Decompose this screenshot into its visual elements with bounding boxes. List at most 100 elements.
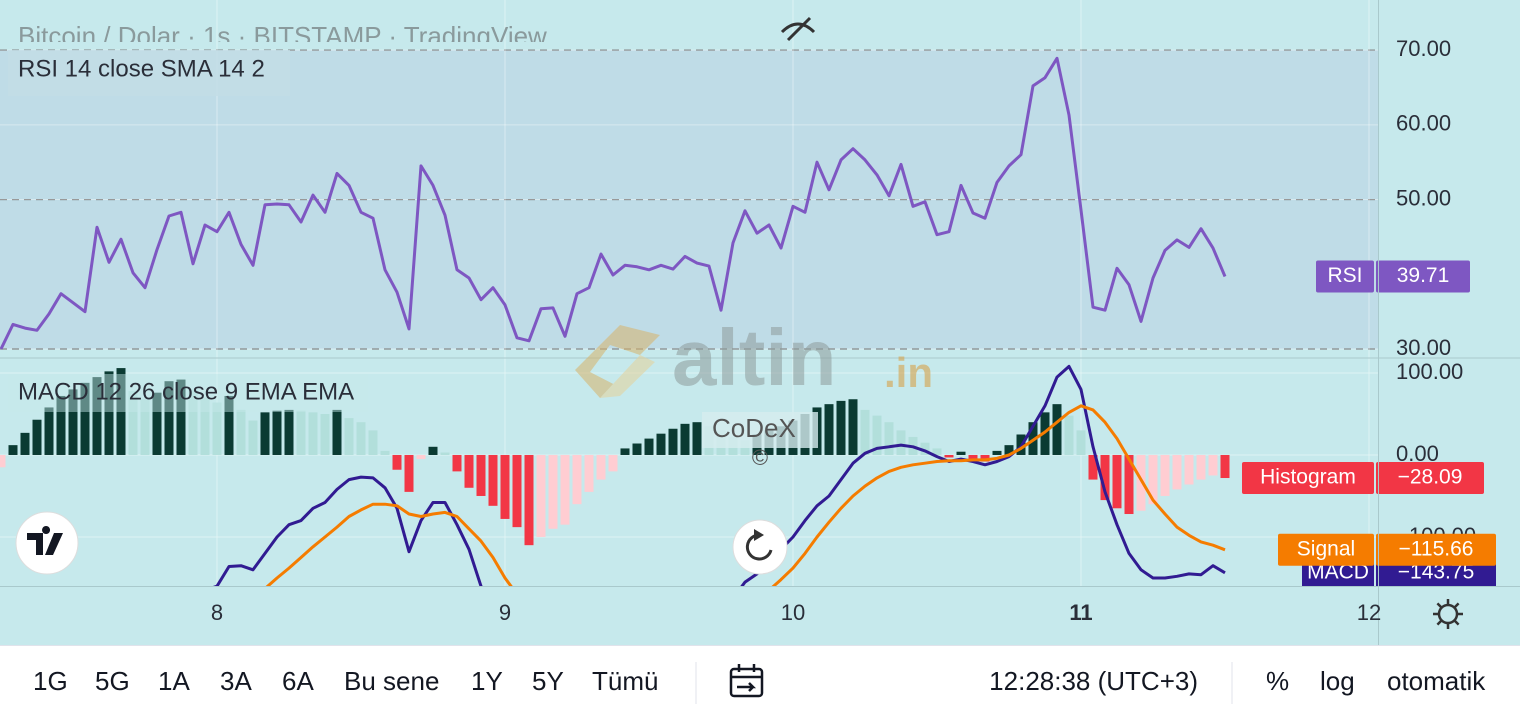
range-button[interactable]: 1Y bbox=[471, 666, 503, 696]
visibility-icon[interactable] bbox=[780, 16, 816, 42]
rsi-price-label: 30.00 bbox=[1396, 335, 1451, 360]
badge-value: −28.09 bbox=[1398, 466, 1463, 489]
histogram-bar bbox=[1160, 454, 1170, 496]
range-button[interactable]: 1G bbox=[33, 666, 68, 696]
settings-gear[interactable] bbox=[1433, 599, 1463, 629]
badge-value: −115.66 bbox=[1399, 537, 1474, 560]
badge-name-box bbox=[1242, 462, 1374, 495]
histogram-bar bbox=[8, 445, 18, 455]
badge-name: MACD bbox=[1307, 560, 1369, 583]
histogram-bar bbox=[152, 392, 162, 455]
histogram-bar bbox=[320, 413, 330, 455]
symbol-title: Bitcoin / Dolar · 1s · BITSTAMP · Tradin… bbox=[18, 21, 547, 51]
badge-value: −143.75 bbox=[1398, 560, 1475, 583]
histogram-bar bbox=[284, 409, 294, 455]
range-button[interactable]: 5G bbox=[95, 666, 130, 696]
histogram-bar bbox=[1136, 454, 1146, 511]
macd-line bbox=[740, 364, 1226, 586]
histogram-bar bbox=[416, 454, 426, 460]
histogram-bar bbox=[1220, 454, 1230, 479]
clock[interactable]: 12:28:38 (UTC+3) bbox=[989, 666, 1198, 696]
rsi-price-label: 70.00 bbox=[1396, 36, 1451, 61]
histogram-bar bbox=[440, 452, 450, 455]
watermark-credit: CoDeX bbox=[712, 413, 796, 443]
histogram-bar bbox=[584, 454, 594, 492]
histogram-bar bbox=[848, 399, 858, 455]
macd-line bbox=[212, 475, 483, 586]
histogram-bar bbox=[332, 409, 342, 455]
histogram-bar bbox=[464, 454, 474, 488]
histogram-bar bbox=[1100, 454, 1110, 501]
histogram-bar bbox=[896, 430, 906, 455]
rsi-line bbox=[0, 56, 1227, 350]
histogram-bar bbox=[608, 454, 618, 472]
histogram-bar bbox=[860, 409, 870, 455]
range-button[interactable]: 5Y bbox=[532, 666, 564, 696]
range-button[interactable]: 6A bbox=[282, 666, 314, 696]
rsi-price-label: 50.00 bbox=[1396, 185, 1451, 210]
histogram-bar bbox=[452, 454, 462, 472]
histogram-bar bbox=[104, 371, 114, 455]
bottom-toolbar bbox=[0, 645, 1520, 720]
histogram-bar bbox=[560, 454, 570, 525]
badge-value-box bbox=[1376, 462, 1484, 495]
signal-line bbox=[771, 404, 1226, 586]
range-button[interactable]: Tümü bbox=[592, 666, 658, 696]
watermark-suffix: .in bbox=[884, 349, 933, 396]
signal-line bbox=[265, 502, 513, 586]
time-axis bbox=[0, 586, 1520, 645]
histogram-bar bbox=[1088, 454, 1098, 480]
histogram-bar bbox=[140, 399, 150, 455]
badge-value-box bbox=[1376, 260, 1470, 293]
tradingview-logo[interactable] bbox=[15, 511, 79, 575]
rsi-price-label: 60.00 bbox=[1396, 111, 1451, 136]
histogram-bar bbox=[1076, 430, 1086, 455]
histogram-bar bbox=[524, 454, 534, 546]
histogram-bar bbox=[68, 389, 78, 455]
histogram-bar bbox=[296, 410, 306, 455]
histogram-bar bbox=[692, 422, 702, 455]
histogram-bar bbox=[80, 382, 90, 455]
histogram-bar bbox=[92, 377, 102, 455]
histogram-bar bbox=[656, 433, 666, 455]
macd-title-box bbox=[8, 374, 368, 412]
reset-chart-button[interactable] bbox=[732, 519, 788, 575]
histogram-bar bbox=[380, 450, 390, 455]
histogram-bar bbox=[980, 454, 990, 462]
histogram-bar bbox=[260, 412, 270, 455]
watermark-copyright: © bbox=[752, 445, 768, 470]
badge-name: Histogram bbox=[1260, 466, 1356, 489]
histogram-bar bbox=[476, 454, 486, 496]
credit-box bbox=[702, 412, 818, 448]
histogram-bar bbox=[392, 454, 402, 470]
range-button[interactable]: 3A bbox=[220, 666, 252, 696]
rsi-title: RSI 14 close SMA 14 2 bbox=[18, 55, 265, 82]
range-button[interactable]: Bu sene bbox=[344, 666, 439, 696]
histogram-bar bbox=[200, 397, 210, 455]
histogram-bar bbox=[116, 368, 126, 455]
histogram-bar bbox=[404, 454, 414, 492]
histogram-bar bbox=[1172, 454, 1182, 490]
histogram-bar bbox=[824, 404, 834, 455]
scale-option[interactable]: otomatik bbox=[1387, 666, 1486, 696]
histogram-bar bbox=[680, 423, 690, 455]
histogram-bar bbox=[20, 432, 30, 455]
histogram-bar bbox=[188, 389, 198, 455]
histogram-bar bbox=[1064, 415, 1074, 455]
histogram-bar bbox=[224, 395, 234, 455]
histogram-bar bbox=[644, 438, 654, 455]
histogram-bar bbox=[1124, 454, 1134, 515]
histogram-bar bbox=[1004, 445, 1014, 455]
badge-value: 39.71 bbox=[1397, 264, 1450, 287]
histogram-bar bbox=[1208, 454, 1218, 476]
range-button[interactable]: 1A bbox=[158, 666, 190, 696]
histogram-bar bbox=[992, 450, 1002, 455]
time-tick-label: 10 bbox=[781, 600, 805, 625]
date-range-icon[interactable] bbox=[729, 664, 764, 698]
scale-option[interactable]: log bbox=[1320, 666, 1355, 696]
histogram-bar bbox=[356, 422, 366, 455]
histogram-bar bbox=[308, 412, 318, 455]
scale-option[interactable]: % bbox=[1266, 666, 1289, 696]
histogram-bar bbox=[920, 442, 930, 455]
